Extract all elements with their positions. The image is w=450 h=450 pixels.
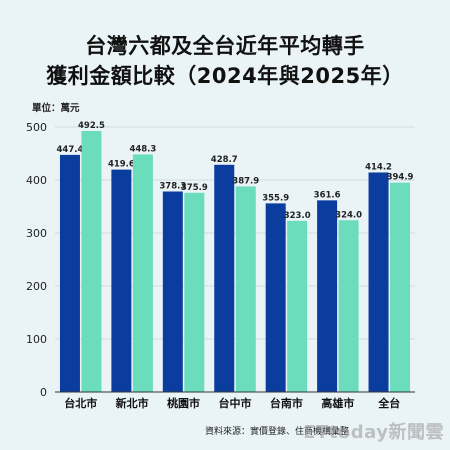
data-label: 394.9 xyxy=(387,173,414,183)
bar-2-2 xyxy=(132,154,153,392)
data-label: 447.4 xyxy=(57,145,84,155)
watermark: ETtoday新聞雲 xyxy=(303,422,444,443)
y-tick-label: 0 xyxy=(40,386,47,399)
x-category-label: 高雄市 xyxy=(321,396,354,410)
data-label: 387.9 xyxy=(232,176,259,186)
bar-1-6 xyxy=(317,200,338,392)
data-label: 355.9 xyxy=(262,193,289,203)
y-tick-label: 300 xyxy=(26,227,47,240)
bar-1-2 xyxy=(111,169,132,392)
data-label: 375.9 xyxy=(181,183,208,193)
x-category-label: 新北市 xyxy=(116,396,149,410)
data-label: 448.3 xyxy=(129,144,156,154)
source-note: 資料來源：實價登錄、住商機構彙整 xyxy=(205,427,350,437)
bar-2-4 xyxy=(235,186,256,392)
bar-2-3 xyxy=(184,192,205,392)
data-label: 378.3 xyxy=(159,182,186,192)
data-label: 492.5 xyxy=(78,121,105,131)
data-label: 419.6 xyxy=(108,160,135,170)
data-label: 324.0 xyxy=(335,210,362,220)
data-label: 414.2 xyxy=(365,162,392,172)
y-tick-label: 500 xyxy=(26,121,47,134)
bar-2-6 xyxy=(338,220,359,392)
bar-1-4 xyxy=(214,164,235,392)
x-category-label: 台北市 xyxy=(64,396,97,410)
y-tick-label: 400 xyxy=(26,174,47,187)
y-tick-label: 100 xyxy=(26,333,47,346)
x-category-label: 台南市 xyxy=(270,396,303,410)
y-unit-label: 單位：萬元 xyxy=(32,102,80,114)
bar-2-1 xyxy=(81,130,102,392)
bar-1-1 xyxy=(59,154,80,392)
data-label: 323.0 xyxy=(284,211,311,221)
y-tick-label: 200 xyxy=(26,280,47,293)
chart-title-line-2: 獲利金額比較（2024年與2025年） xyxy=(46,64,404,88)
x-category-label: 桃園市 xyxy=(167,396,200,410)
bar-1-3 xyxy=(162,191,183,392)
bar-1-5 xyxy=(265,203,286,392)
bar-2-5 xyxy=(287,220,308,392)
chart-title-line-1: 台灣六都及全台近年平均轉手 xyxy=(85,34,365,58)
bar-2-7 xyxy=(390,182,411,392)
data-label: 361.6 xyxy=(314,190,341,200)
bar-1-7 xyxy=(368,172,389,392)
x-category-label: 全台 xyxy=(377,396,400,410)
data-label: 428.7 xyxy=(211,155,238,165)
x-category-label: 台中市 xyxy=(219,396,252,410)
